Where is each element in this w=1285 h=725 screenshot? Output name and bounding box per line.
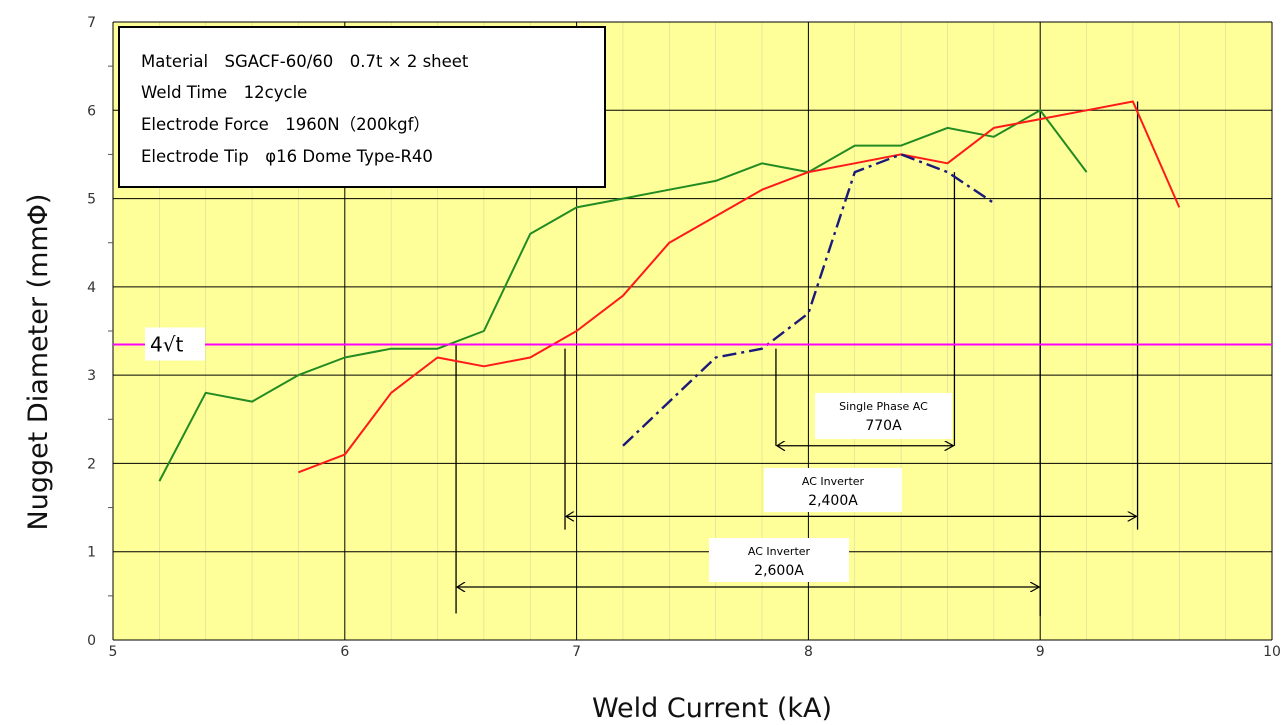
reference-label: 4√t xyxy=(150,333,183,357)
y-tick-label: 2 xyxy=(87,456,96,472)
x-tick-label: 8 xyxy=(804,644,813,660)
range-label-title: AC Inverter xyxy=(748,545,811,558)
info-box-frame xyxy=(118,26,606,188)
range-label-value: 2,600A xyxy=(754,563,804,579)
y-tick-label: 7 xyxy=(87,15,96,31)
y-tick-label: 3 xyxy=(87,368,96,384)
x-axis-tick-labels: 5 6 7 8 9 10 xyxy=(109,644,1281,660)
series-line xyxy=(158,109,1088,482)
info-weld-time: Weld Time 12cycle xyxy=(141,83,307,102)
range-lines xyxy=(455,101,1139,617)
range-label-box xyxy=(815,393,952,439)
y-tick-label: 4 xyxy=(87,280,96,296)
range-label-value: 770A xyxy=(865,418,902,434)
y-axis-title: Nugget Diameter (mmΦ) xyxy=(23,194,54,531)
x-tick-label: 9 xyxy=(1036,644,1045,660)
series-line xyxy=(622,153,995,447)
info-electrode-tip: Electrode Tip φ16 Dome Type-R40 xyxy=(141,147,433,166)
major-gridlines xyxy=(108,21,1273,641)
info-material: Material SGACF-60/60 0.7t × 2 sheet xyxy=(141,52,469,71)
info-electrode-force: Electrode Force 1960N（200kgf） xyxy=(141,115,430,134)
y-tick-label: 1 xyxy=(87,545,96,561)
y-axis-tick-labels: 0 1 2 3 4 5 6 7 xyxy=(87,15,96,649)
range-label-value: 2,400A xyxy=(808,493,858,509)
x-tick-label: 6 xyxy=(340,644,349,660)
range-label-title: Single Phase AC xyxy=(839,400,928,413)
y-tick-label: 5 xyxy=(87,192,96,208)
y-tick-label: 6 xyxy=(87,103,96,119)
reference-label-bg xyxy=(145,327,205,361)
data-series xyxy=(158,100,1181,482)
y-tick-label: 0 xyxy=(87,633,96,649)
range-label-title: AC Inverter xyxy=(802,475,865,488)
x-tick-label: 7 xyxy=(572,644,581,660)
x-tick-label: 10 xyxy=(1263,644,1281,660)
x-axis-title: Weld Current (kA) xyxy=(592,693,832,724)
series-line xyxy=(298,100,1181,474)
info-box: Material SGACF-60/60 0.7t × 2 sheet Weld… xyxy=(118,26,606,188)
reference-line-group: 4√t xyxy=(113,327,1272,361)
x-tick-label: 5 xyxy=(109,644,118,660)
range-label-box xyxy=(764,468,902,512)
range-label-box xyxy=(709,538,849,582)
range-labels: Single Phase AC 770A AC Inverter 2,400A AC I… xyxy=(709,393,952,582)
